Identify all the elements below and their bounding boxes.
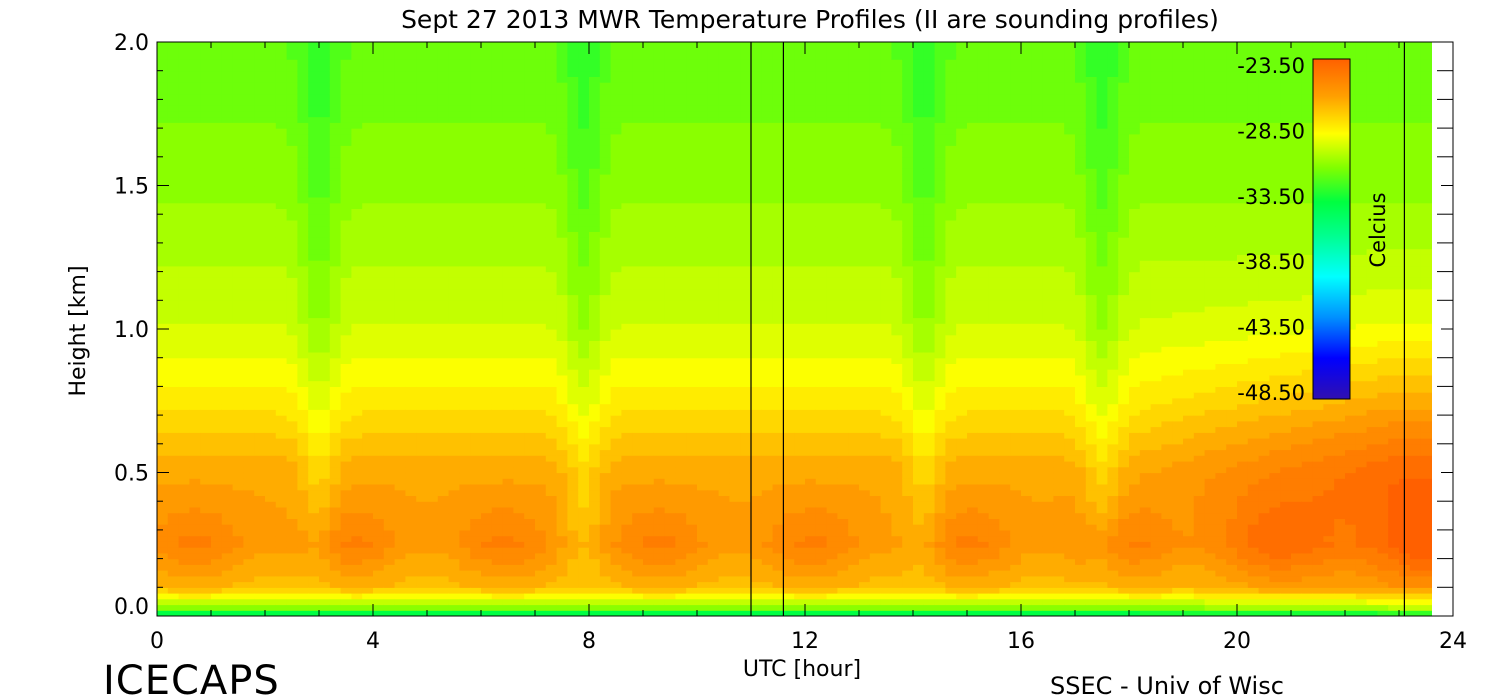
chart-title: Sept 27 2013 MWR Temperature Profiles (I…	[401, 5, 1219, 34]
x-tick-label: 8	[582, 629, 596, 654]
x-tick-label: 4	[366, 629, 380, 654]
colorbar-label: Celcius	[1366, 192, 1390, 267]
x-tick-label: 12	[791, 629, 819, 654]
colorbar-tick-label: -23.50	[1237, 54, 1305, 78]
x-tick-label: 16	[1007, 629, 1035, 654]
sounding-lines	[750, 42, 1406, 616]
y-tick-label: 1.5	[114, 175, 149, 200]
footer-right: SSEC - Univ of Wisc	[1050, 672, 1284, 700]
colorbar-tick-label: -43.50	[1237, 316, 1305, 340]
x-tick-label: 20	[1223, 629, 1251, 654]
y-tick-label: 0.5	[114, 462, 149, 487]
x-tick-label: 24	[1439, 629, 1467, 654]
colorbar-tick-label: -38.50	[1237, 250, 1305, 274]
y-tick-label: 1.0	[114, 318, 149, 343]
y-axis-label: Height [km]	[66, 265, 91, 396]
x-axis: 0 4 8 12 16 20 24	[150, 42, 1467, 654]
colorbar-tick-label: -33.50	[1237, 185, 1305, 209]
heatmap-field	[157, 42, 1432, 616]
x-axis-label: UTC [hour]	[743, 657, 861, 682]
y-tick-label: 0.0	[114, 595, 149, 620]
footer-left: ICECAPS	[103, 658, 280, 700]
colorbar-tick-label: -48.50	[1237, 381, 1305, 405]
y-axis: 0.0 0.5 1.0 1.5 2.0	[114, 31, 1453, 620]
y-tick-label: 2.0	[114, 31, 149, 56]
colorbar-gradient	[1312, 58, 1351, 400]
x-tick-label: 0	[150, 629, 164, 654]
colorbar-tick-label: -28.50	[1237, 119, 1305, 143]
colorbar: -23.50 -28.50 -33.50 -38.50 -43.50 -48.50 Cel…	[1237, 54, 1390, 405]
